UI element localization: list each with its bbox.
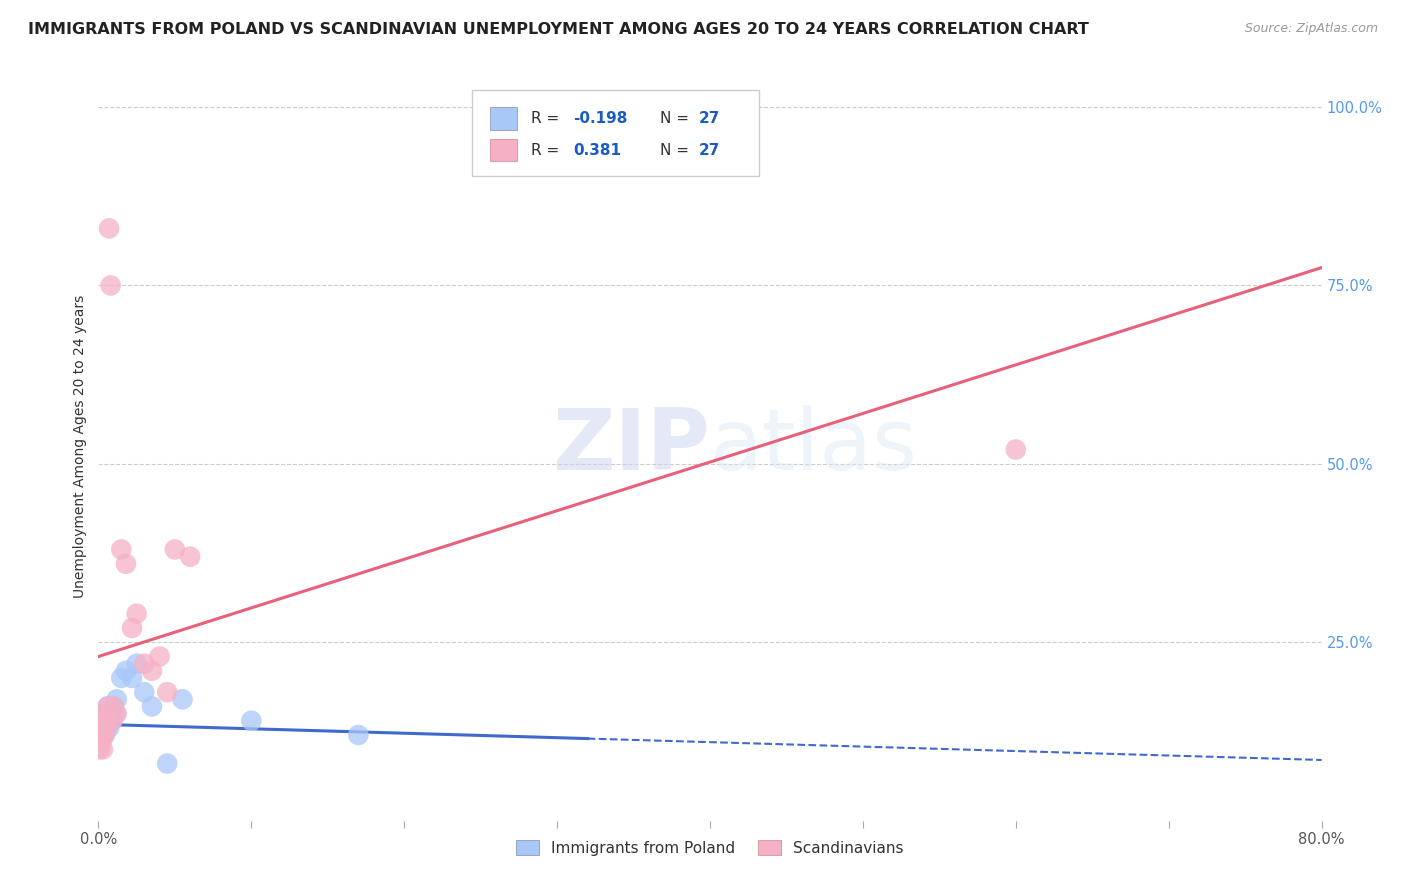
Point <box>90 735 112 749</box>
Point <box>98 721 121 735</box>
Point <box>91 721 114 735</box>
Y-axis label: Unemployment Among Ages 20 to 24 years: Unemployment Among Ages 20 to 24 years <box>73 294 87 598</box>
Point <box>172 692 194 706</box>
Point <box>94 721 117 735</box>
Point <box>141 699 163 714</box>
Text: R =: R = <box>531 143 569 158</box>
Point <box>90 728 112 742</box>
Point <box>93 714 115 728</box>
Point <box>93 728 115 742</box>
Text: 27: 27 <box>699 143 720 158</box>
Text: -0.198: -0.198 <box>574 112 627 126</box>
Point <box>89 742 111 756</box>
Point <box>91 721 114 735</box>
Point <box>93 728 115 742</box>
Text: N =: N = <box>659 143 693 158</box>
Point <box>97 699 120 714</box>
Point <box>97 699 120 714</box>
Point <box>115 557 138 571</box>
Legend: Immigrants from Poland, Scandinavians: Immigrants from Poland, Scandinavians <box>510 833 910 862</box>
Point <box>1004 442 1026 457</box>
Point <box>141 664 163 678</box>
Point <box>90 728 112 742</box>
Point <box>100 706 122 721</box>
Point <box>115 664 138 678</box>
Point <box>110 542 132 557</box>
Point <box>98 221 121 235</box>
Point <box>105 706 128 721</box>
Point <box>93 714 115 728</box>
Point <box>105 692 128 706</box>
Text: atlas: atlas <box>710 404 918 488</box>
Point <box>121 671 143 685</box>
FancyBboxPatch shape <box>489 107 517 130</box>
Point <box>121 621 143 635</box>
Point <box>110 671 132 685</box>
Point <box>94 706 117 721</box>
Text: ZIP: ZIP <box>553 404 710 488</box>
Point <box>134 657 156 671</box>
Text: Source: ZipAtlas.com: Source: ZipAtlas.com <box>1244 22 1378 36</box>
Point <box>134 685 156 699</box>
Point <box>97 714 120 728</box>
Point <box>90 714 112 728</box>
Point <box>347 728 370 742</box>
Point <box>94 706 117 721</box>
Point <box>94 721 117 735</box>
Point <box>103 699 125 714</box>
Point <box>156 685 179 699</box>
Text: IMMIGRANTS FROM POLAND VS SCANDINAVIAN UNEMPLOYMENT AMONG AGES 20 TO 24 YEARS CO: IMMIGRANTS FROM POLAND VS SCANDINAVIAN U… <box>28 22 1090 37</box>
Text: R =: R = <box>531 112 565 126</box>
Point <box>101 714 124 728</box>
Point <box>179 549 201 564</box>
Point <box>156 756 179 771</box>
Point <box>149 649 172 664</box>
Point <box>101 714 124 728</box>
Point <box>91 706 114 721</box>
Point <box>240 714 263 728</box>
Point <box>104 706 127 721</box>
Point <box>163 542 186 557</box>
Point <box>125 607 148 621</box>
Point <box>125 657 148 671</box>
FancyBboxPatch shape <box>489 139 517 161</box>
Point <box>100 278 122 293</box>
Text: N =: N = <box>659 112 693 126</box>
FancyBboxPatch shape <box>471 90 759 177</box>
Text: 27: 27 <box>699 112 720 126</box>
Point <box>91 742 114 756</box>
Point <box>103 699 125 714</box>
Point <box>89 721 111 735</box>
Text: 0.381: 0.381 <box>574 143 621 158</box>
Point <box>97 714 120 728</box>
